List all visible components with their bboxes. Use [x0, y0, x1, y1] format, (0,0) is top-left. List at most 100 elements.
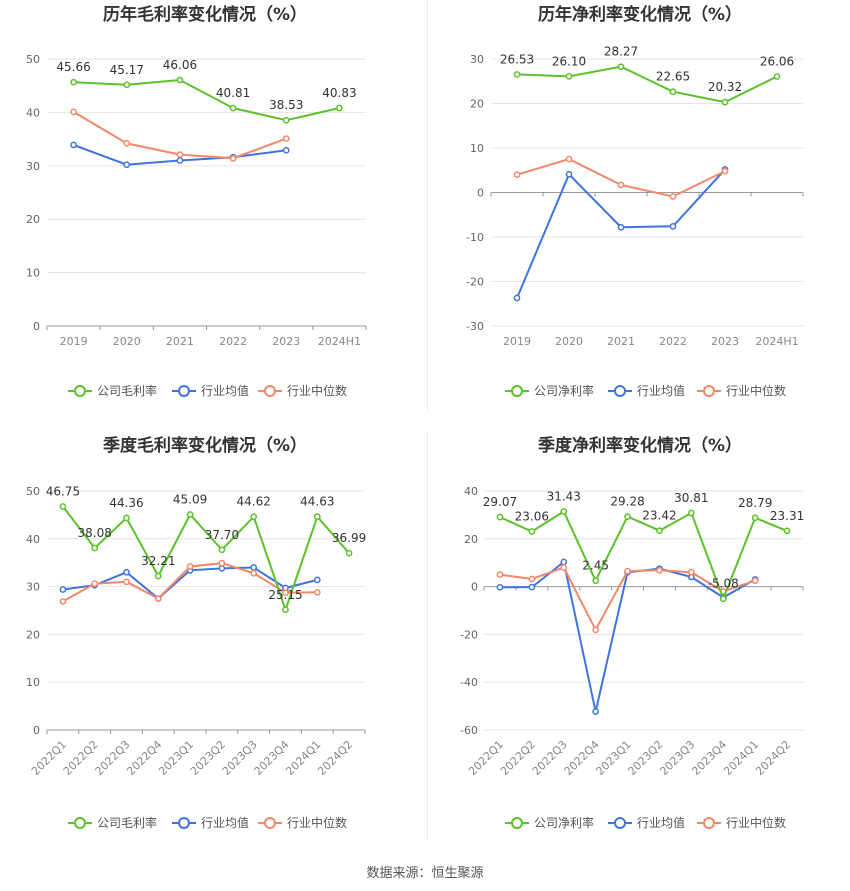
data-point-company — [624, 513, 631, 520]
data-point-company — [560, 508, 568, 515]
data-point-company — [313, 513, 321, 521]
data-label: 2.45 — [582, 559, 609, 573]
data-label: 38.08 — [78, 526, 112, 540]
legend-marker — [614, 817, 626, 829]
data-label: 40.81 — [216, 86, 250, 100]
x-tick-label: 2022 — [659, 335, 687, 348]
data-point-avg — [669, 222, 677, 230]
data-point-median — [250, 569, 258, 577]
x-tick-label: 2024Q2 — [753, 738, 793, 778]
data-label: 38.53 — [269, 98, 303, 112]
data-point-avg — [123, 161, 131, 169]
x-tick-label: 2020 — [555, 335, 583, 348]
data-label: 32.21 — [141, 554, 175, 568]
data-label: 29.07 — [483, 495, 517, 509]
legend-label: 行业均值 — [637, 815, 685, 830]
data-point-company — [186, 511, 194, 518]
data-point-avg — [617, 223, 625, 231]
data-point-company — [345, 549, 353, 557]
data-point-avg — [528, 583, 536, 591]
legend-label: 公司净利率 — [534, 815, 594, 830]
vertical-divider — [427, 0, 428, 410]
data-point-company — [565, 73, 573, 80]
data-label: 45.66 — [56, 60, 90, 74]
legend-marker — [511, 385, 523, 397]
data-point-avg — [218, 565, 226, 572]
chart-panel-4: 季度净利率变化情况（%）-60-40-20020402022Q12022Q220… — [460, 435, 804, 830]
data-point-avg — [282, 146, 290, 154]
data-point-avg — [250, 564, 258, 571]
data-point-median — [751, 577, 759, 584]
data-point-median — [669, 193, 677, 200]
legend-marker — [178, 817, 190, 829]
legend-label: 公司毛利率 — [97, 815, 157, 830]
data-point-median — [123, 140, 131, 147]
data-point-company — [751, 514, 759, 522]
series-line-company — [62, 505, 350, 613]
data-label: 26.06 — [760, 55, 794, 69]
y-tick-label: 40 — [26, 533, 40, 546]
data-label: 20.32 — [708, 80, 742, 94]
x-tick-label: 2024H1 — [755, 335, 798, 348]
data-point-company — [719, 595, 727, 603]
data-point-company — [123, 81, 131, 89]
x-tick-label: 2020 — [113, 335, 141, 348]
data-point-avg — [513, 294, 521, 302]
data-point-company — [688, 509, 695, 517]
data-point-company — [229, 104, 237, 112]
chart-panel-3: 季度毛利率变化情况（%）010203040502022Q12022Q22022Q… — [26, 435, 366, 830]
chart-panel-1: 历年毛利率变化情况（%） 0 10 20 30 40 50 2019 2020 2021 2022 2… — [26, 4, 367, 398]
legend-label: 行业均值 — [201, 815, 249, 830]
y-tick-label: 0 — [477, 187, 484, 200]
data-point-company — [336, 104, 343, 112]
data-point-avg — [313, 576, 321, 584]
y-tick-label: 10 — [26, 676, 40, 689]
y-tick-label: 20 — [470, 98, 484, 111]
y-tick-label: 20 — [26, 628, 40, 641]
y-tick-label: -20 — [460, 628, 478, 641]
data-point-company — [176, 76, 184, 84]
data-label: 46.75 — [46, 485, 80, 499]
data-point-company — [617, 63, 625, 71]
x-tick-label: 2024H1 — [318, 335, 361, 348]
data-label: 40.83 — [322, 86, 356, 100]
y-tick-label: -60 — [460, 724, 478, 737]
chart-panel-2: 历年净利率变化情况（%） -30 -20 -10 0 10 20 30 2019 2020 2021… — [466, 4, 804, 398]
data-point-company — [528, 528, 536, 535]
data-point-avg — [123, 568, 130, 576]
legend-marker — [614, 385, 626, 397]
data-point-company — [282, 116, 290, 124]
data-point-company — [656, 527, 663, 534]
x-tick-label: 2023 — [272, 335, 300, 348]
data-label: 44.63 — [300, 495, 334, 509]
legend-marker — [178, 385, 190, 397]
data-point-avg — [176, 157, 184, 164]
data-label: 22.65 — [656, 70, 690, 84]
data-point-median — [624, 567, 631, 575]
data-point-avg — [496, 583, 504, 591]
data-point-company — [70, 78, 77, 86]
data-label: 45.17 — [110, 63, 144, 77]
data-point-median — [70, 108, 77, 116]
legend-label: 行业中位数 — [287, 815, 347, 830]
y-tick-label: 50 — [26, 53, 40, 66]
x-tick-label: 2024Q2 — [315, 738, 355, 778]
data-label: 29.28 — [610, 495, 644, 509]
data-source-note: 数据来源：恒生聚源 — [366, 866, 484, 881]
data-point-company — [91, 544, 99, 552]
legend-label: 行业中位数 — [287, 383, 347, 398]
data-point-company — [250, 513, 258, 521]
x-tick-label: 2021 — [166, 335, 194, 348]
vertical-divider — [427, 432, 428, 840]
y-tick-label: 0 — [471, 581, 478, 594]
data-point-median — [154, 595, 162, 602]
y-tick-label: 30 — [26, 581, 40, 594]
x-tick-label: 2021 — [607, 335, 635, 348]
data-label: 23.31 — [770, 509, 804, 523]
data-point-company — [218, 546, 226, 554]
series-line-company — [499, 510, 788, 602]
data-point-company — [513, 71, 521, 78]
data-label: -5.08 — [708, 577, 739, 591]
x-tick-label: 2023 — [711, 335, 739, 348]
data-label: 26.10 — [552, 54, 586, 68]
